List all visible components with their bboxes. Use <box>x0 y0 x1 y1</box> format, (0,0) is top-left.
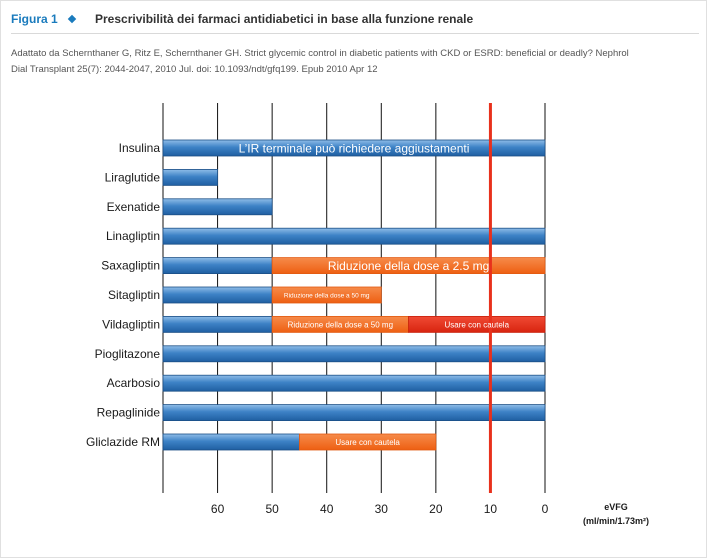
x-tick-label: 0 <box>542 502 549 516</box>
bar-segment <box>299 433 437 451</box>
category-label: Insulina <box>119 141 161 155</box>
source-line-1: Adattato da Schernthaner G, Ritz E, Sche… <box>11 48 629 59</box>
label-layer: 60 50 40 30 20 10 0 Insulina L’IR terminale può … <box>86 141 549 516</box>
x-tick-label: 30 <box>375 502 389 516</box>
source-citation: Adattato da Schernthaner G, Ritz E, Sche… <box>11 46 696 78</box>
bar-segment <box>162 227 546 245</box>
category-label: Repaglinide <box>97 406 161 420</box>
bar-segment-label: L’IR terminale può richiedere aggiustame… <box>239 141 470 155</box>
x-axis-title-line2: (ml/min/1.73m²) <box>583 516 649 526</box>
bar-segment <box>162 198 273 216</box>
bar-segment-label: Riduzione della dose a 50 mg <box>288 320 393 329</box>
bar-segment-label: Usare con cautela <box>335 438 400 447</box>
category-label: Gliclazide RM <box>86 435 160 449</box>
bar-segment <box>162 286 273 304</box>
bar-segment <box>271 257 546 275</box>
bar-segment <box>162 404 546 422</box>
category-label: Pioglitazone <box>95 347 161 361</box>
bar-segment-label: Riduzione della dose a 2.5 mg <box>328 259 489 273</box>
source-line-2: Dial Transplant 25(7): 2044-2047, 2010 J… <box>11 64 378 75</box>
bar-segment <box>162 139 546 157</box>
bar-segment <box>162 257 273 275</box>
category-label: Vildagliptin <box>102 317 160 331</box>
x-tick-label: 60 <box>211 502 225 516</box>
bar-segment <box>162 168 218 186</box>
bar-segment <box>408 315 546 333</box>
x-tick-label: 50 <box>265 502 279 516</box>
bar-layer <box>162 139 546 451</box>
bar-segment <box>162 315 273 333</box>
x-axis-title-line1: eVFG <box>604 502 628 512</box>
x-tick-label: 10 <box>484 502 498 516</box>
category-label: Linagliptin <box>106 229 160 243</box>
category-label: Saxagliptin <box>101 259 160 273</box>
figure-title: Prescrivibilità dei farmaci antidiabetic… <box>95 12 474 26</box>
bar-segment <box>162 345 546 363</box>
bar-segment <box>162 433 300 451</box>
category-label: Liraglutide <box>105 170 161 184</box>
bar-segment-label: Riduzione della dose a 50 mg <box>284 292 370 299</box>
category-label: Sitagliptin <box>108 288 160 302</box>
category-label: Acarbosio <box>107 376 161 390</box>
category-label: Exenatide <box>107 200 161 214</box>
x-tick-label: 20 <box>429 502 443 516</box>
x-tick-label: 40 <box>320 502 334 516</box>
figure-label: Figura 1 <box>11 12 58 26</box>
figure-header: Figura 1 Prescrivibilità dei farmaci ant… <box>11 10 699 30</box>
header-divider <box>11 33 699 34</box>
bar-segment <box>271 286 382 304</box>
bar-segment-label: Usare con cautela <box>445 320 510 329</box>
bar-segment <box>162 374 546 392</box>
